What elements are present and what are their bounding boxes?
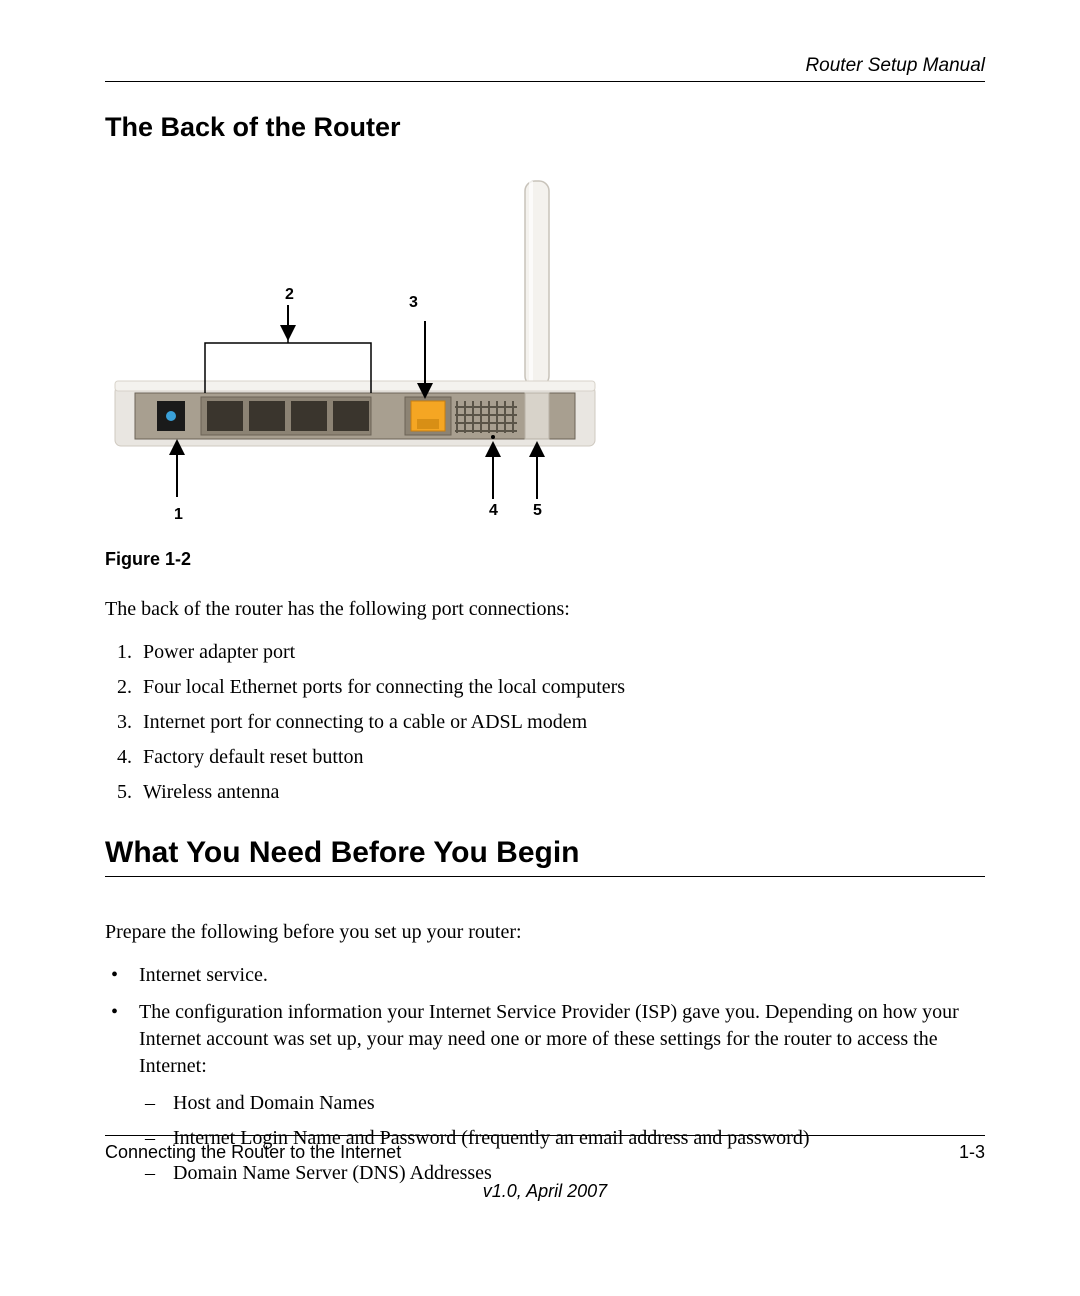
section-title-before-begin: What You Need Before You Begin — [105, 836, 985, 877]
callout-label-3: 3 — [409, 294, 418, 311]
router-back-illustration: 2 3 1 4 5 — [105, 171, 615, 531]
figure-router-back: 2 3 1 4 5 — [105, 171, 985, 531]
running-header: Router Setup Manual — [105, 55, 985, 77]
settings-subitem: Host and Domain Names — [139, 1090, 985, 1117]
port-item: Wireless antenna — [137, 779, 985, 806]
callout-label-2: 2 — [285, 286, 294, 303]
callout-label-1: 1 — [174, 506, 183, 523]
figure-caption: Figure 1-2 — [105, 549, 985, 570]
footer-page-number: 1-3 — [959, 1142, 985, 1163]
callout-label-4: 4 — [489, 502, 498, 519]
ports-intro: The back of the router has the following… — [105, 596, 985, 623]
prepare-intro: Prepare the following before you set up … — [105, 919, 985, 946]
port-item: Factory default reset button — [137, 744, 985, 771]
port-item: Four local Ethernet ports for connecting… — [137, 674, 985, 701]
port-item: Power adapter port — [137, 639, 985, 666]
section-title-back-of-router: The Back of the Router — [105, 112, 985, 143]
callout-label-5: 5 — [533, 502, 542, 519]
header-rule — [105, 81, 985, 82]
port-item: Internet port for connecting to a cable … — [137, 709, 985, 736]
page-footer: Connecting the Router to the Internet 1-… — [105, 1135, 985, 1202]
footer-rule — [105, 1135, 985, 1136]
footer-chapter-title: Connecting the Router to the Internet — [105, 1142, 401, 1163]
footer-version: v1.0, April 2007 — [105, 1181, 985, 1202]
prepare-item: Internet service. — [105, 962, 985, 989]
ports-list: Power adapter port Four local Ethernet p… — [105, 639, 985, 806]
